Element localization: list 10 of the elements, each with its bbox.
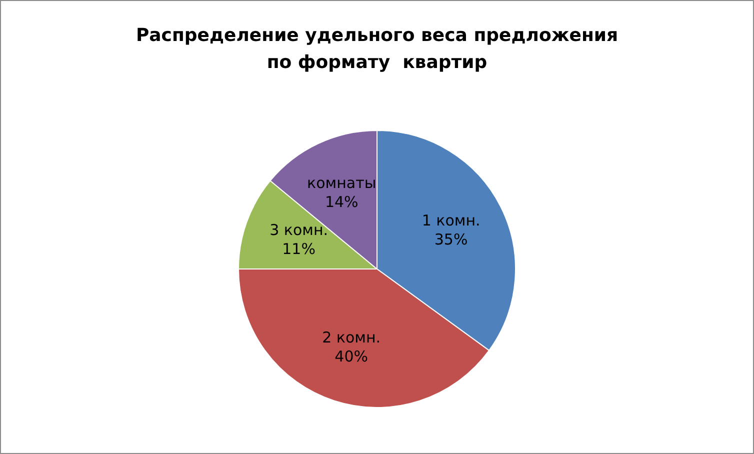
data-label: 14% [324,193,358,212]
text: по формату квартир [266,52,488,74]
slice-label: 2 комн. [322,328,381,346]
slice-label: 1 комн. [422,212,480,230]
data-label: 11% [282,240,316,258]
data-label: 35% [434,230,468,249]
data-label: 40% [334,347,368,366]
slice-label: комнаты [307,174,376,192]
slice-label: 3 комн. [270,221,328,240]
text: Распределение удельного веса предложения [136,25,618,46]
